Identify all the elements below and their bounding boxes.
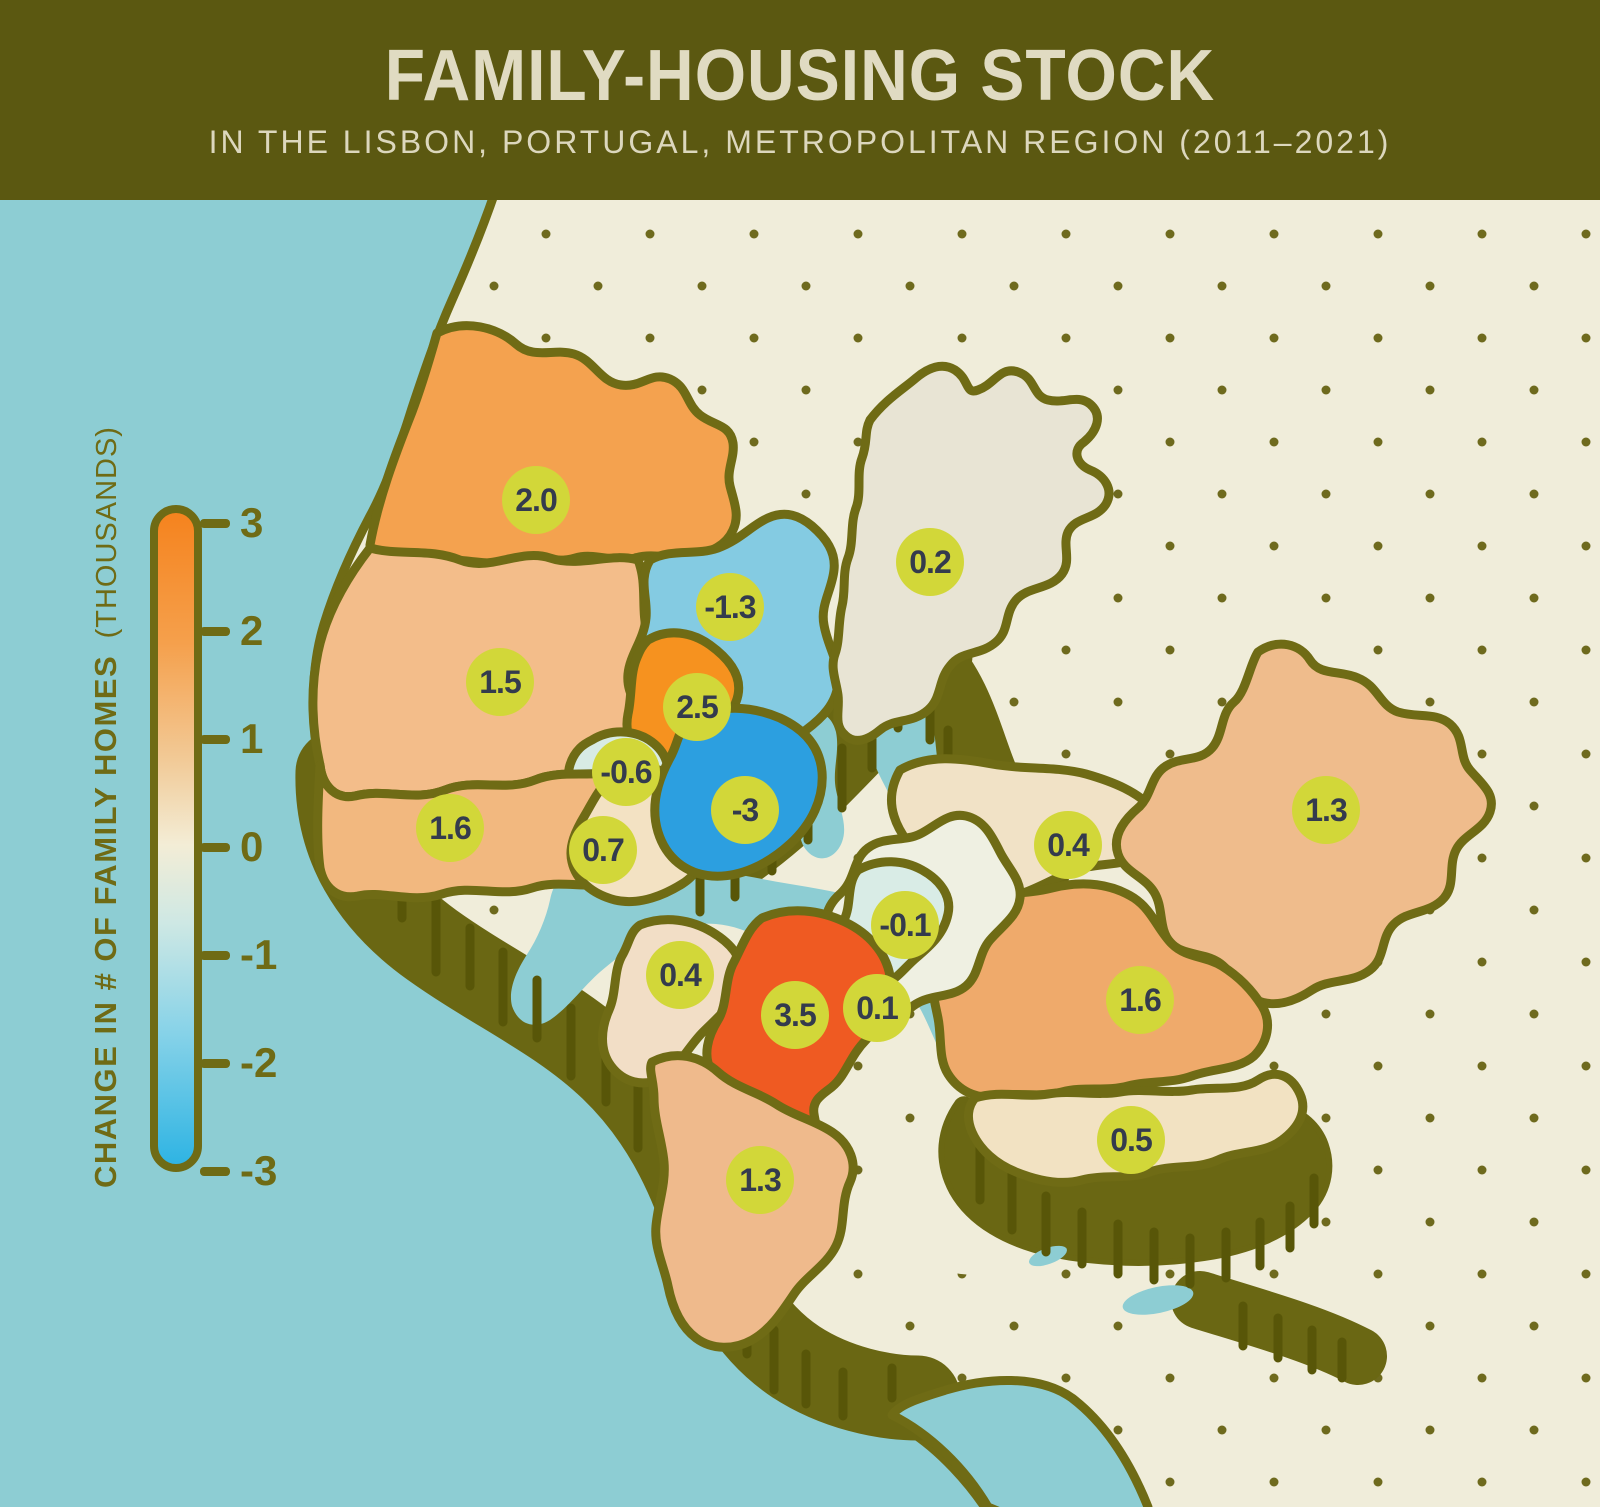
tick-label: 2: [240, 607, 264, 654]
coastal-sand-tongue: [852, 1194, 998, 1275]
region-value-badge: 2.5: [663, 673, 731, 741]
tick-label: 1: [240, 715, 264, 762]
region-value-badge: 1.5: [466, 648, 534, 716]
tick-label: -3: [240, 1147, 278, 1194]
lagoon-albufeira: [1122, 1285, 1194, 1315]
tick-mark: [200, 734, 230, 744]
page-title: FAMILY-HOUSING STOCK: [384, 34, 1216, 116]
map-region-15: [927, 879, 1273, 1102]
south-bay: [887, 1376, 1153, 1507]
tick-label: -2: [240, 1039, 278, 1086]
region-value-badge: 1.6: [416, 794, 484, 862]
region-value-badge: 3.5: [761, 981, 829, 1049]
legend-label-text: CHANGE IN # OF FAMILY HOMES: [88, 654, 123, 1188]
tick-mark: [200, 842, 230, 852]
legend-tick: -1: [200, 933, 277, 977]
region-value-badge: -0.1: [871, 891, 939, 959]
region-value-badge: 0.5: [1097, 1106, 1165, 1174]
region-value-badge: 0.4: [1034, 811, 1102, 879]
header-bar: FAMILY-HOUSING STOCK IN THE LISBON, PORT…: [0, 0, 1600, 200]
tick-label: 3: [240, 499, 264, 546]
region-value-badge: 0.1: [843, 974, 911, 1042]
legend-tick: 3: [200, 501, 263, 545]
map-region-02: [828, 361, 1114, 745]
region-value-badge: 1.6: [1106, 966, 1174, 1034]
region-value-badge: 1.3: [726, 1146, 794, 1214]
tick-mark: [200, 1058, 230, 1068]
river-mouth-strait: [510, 871, 656, 1025]
legend-tick: -3: [200, 1149, 277, 1193]
tick-mark: [200, 626, 230, 636]
legend-axis-label: CHANGE IN # OF FAMILY HOMES (THOUSANDS): [88, 426, 136, 1188]
legend-tick: -2: [200, 1041, 277, 1085]
tick-mark: [200, 1166, 230, 1176]
region-value-badge: 0.4: [646, 941, 714, 1009]
region-value-badge: 1.3: [1292, 776, 1360, 844]
page-subtitle: IN THE LISBON, PORTUGAL, METROPOLITAN RE…: [208, 124, 1392, 160]
legend-label-unit: (THOUSANDS): [91, 426, 123, 639]
region-value-badge: 0.7: [569, 816, 637, 884]
region-value-badge: -0.6: [592, 738, 660, 806]
tick-mark: [200, 518, 230, 528]
legend-gradient-bar: [150, 505, 202, 1172]
tick-mark: [200, 950, 230, 960]
legend-tick: 2: [200, 609, 263, 653]
legend-tick: 0: [200, 825, 263, 869]
region-value-badge: -1.3: [696, 573, 764, 641]
region-value-badge: -3: [711, 776, 779, 844]
legend-tick: 1: [200, 717, 263, 761]
region-value-badge: 2.0: [502, 466, 570, 534]
tick-label: -1: [240, 931, 278, 978]
region-value-badge: 0.2: [896, 528, 964, 596]
tick-label: 0: [240, 823, 264, 870]
